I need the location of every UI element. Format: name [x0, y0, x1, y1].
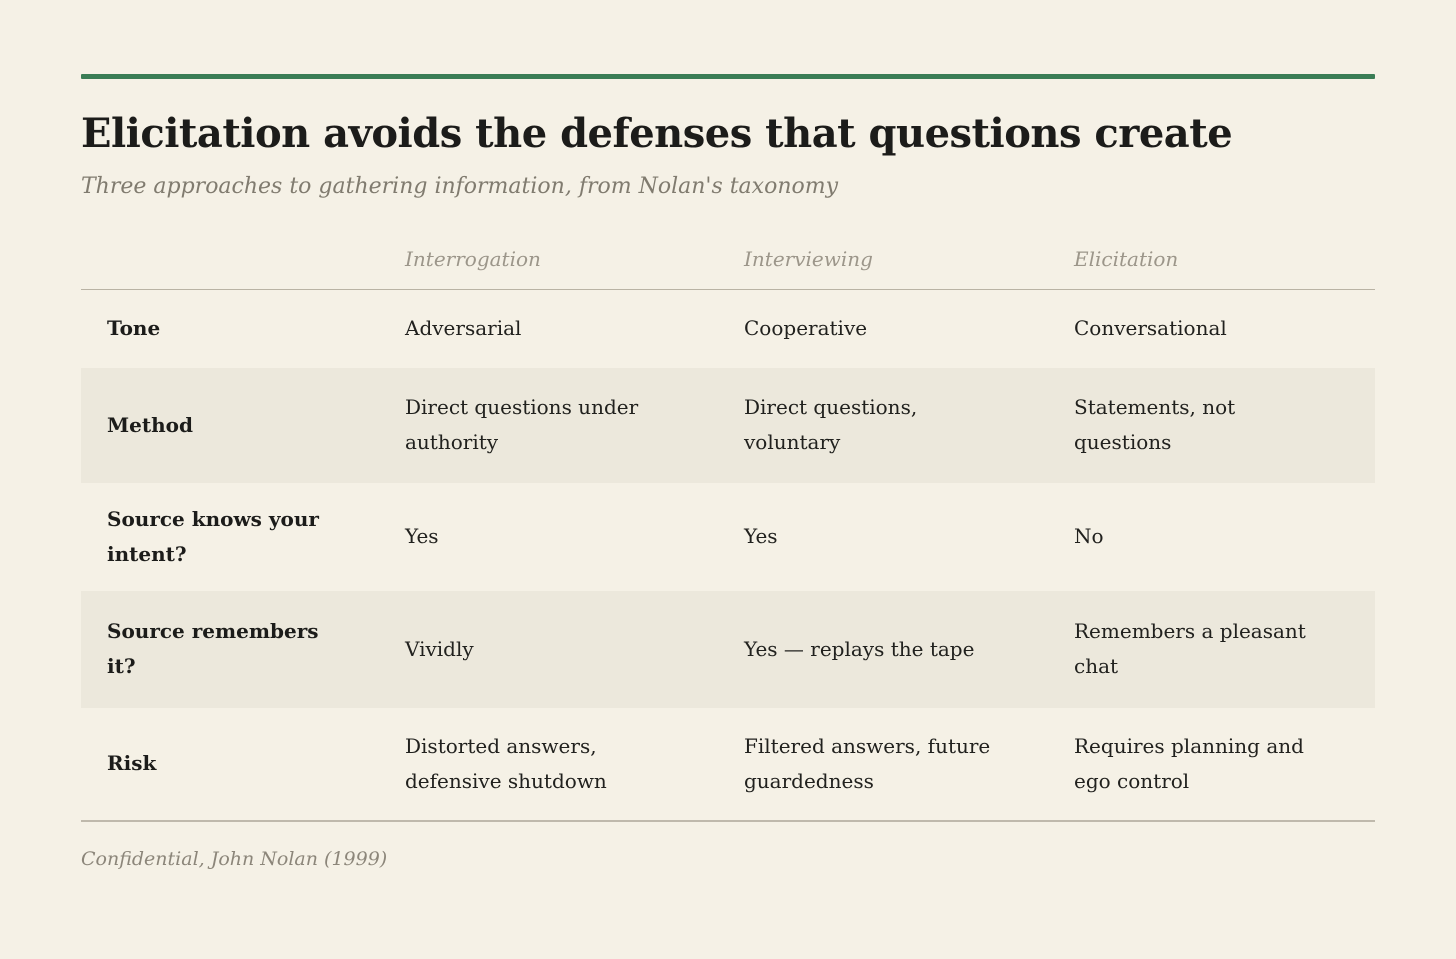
cell-risk-elicitation: Requires planning and ego control: [1074, 733, 1304, 793]
row-label-risk: Risk: [107, 751, 157, 776]
cell-source-knows-interviewing: Yes: [744, 524, 778, 549]
cell-method-interrogation: Direct questions under authority: [405, 395, 639, 455]
cell-source-knows-elicitation: No: [1074, 524, 1104, 549]
cell-method-elicitation: Statements, not questions: [1074, 395, 1236, 455]
row-label-tone: Tone: [107, 316, 161, 341]
table-header-row: Interrogation Interviewing Elicitation: [81, 228, 1375, 290]
cell-risk-interrogation: Distorted answers, defensive shutdown: [405, 733, 607, 793]
row-label-method: Method: [107, 412, 193, 437]
column-header-interrogation: Interrogation: [405, 246, 541, 271]
cell-source-knows-interrogation: Yes: [405, 524, 439, 549]
table-bottom-rule: [81, 819, 1375, 822]
comparison-table: Interrogation Interviewing Elicitation T…: [81, 228, 1375, 822]
table-row-tone: Tone Adversarial Cooperative Conversatio…: [81, 290, 1375, 368]
table-row-risk: Risk Distorted answers, defensive shutdo…: [81, 708, 1375, 820]
cell-tone-elicitation: Conversational: [1074, 316, 1227, 341]
row-label-source-remembers: Source remembers it?: [107, 619, 319, 679]
cell-risk-interviewing: Filtered answers, future guardedness: [744, 733, 991, 793]
cell-source-remembers-elicitation: Remembers a pleasant chat: [1074, 619, 1306, 679]
cell-tone-interviewing: Cooperative: [744, 316, 868, 341]
cell-method-interviewing: Direct questions, voluntary: [744, 395, 918, 455]
column-header-elicitation: Elicitation: [1074, 246, 1179, 271]
cell-tone-interrogation: Adversarial: [405, 316, 522, 341]
column-header-interviewing: Interviewing: [744, 246, 873, 271]
row-label-source-knows-intent: Source knows your intent?: [107, 506, 319, 566]
chart-subtitle: Three approaches to gathering informatio…: [81, 174, 839, 199]
table-row-source-knows-intent: Source knows your intent? Yes Yes No: [81, 483, 1375, 591]
table-row-source-remembers: Source remembers it? Vividly Yes — repla…: [81, 590, 1375, 708]
cell-source-remembers-interrogation: Vividly: [405, 636, 474, 661]
source-note: Confidential, John Nolan (1999): [81, 847, 388, 870]
table-row-method: Method Direct questions under authority …: [81, 367, 1375, 483]
cell-source-remembers-interviewing: Yes — replays the tape: [744, 636, 975, 661]
accent-top-rule: [81, 74, 1375, 79]
chart-title: Elicitation avoids the defenses that que…: [81, 110, 1233, 157]
